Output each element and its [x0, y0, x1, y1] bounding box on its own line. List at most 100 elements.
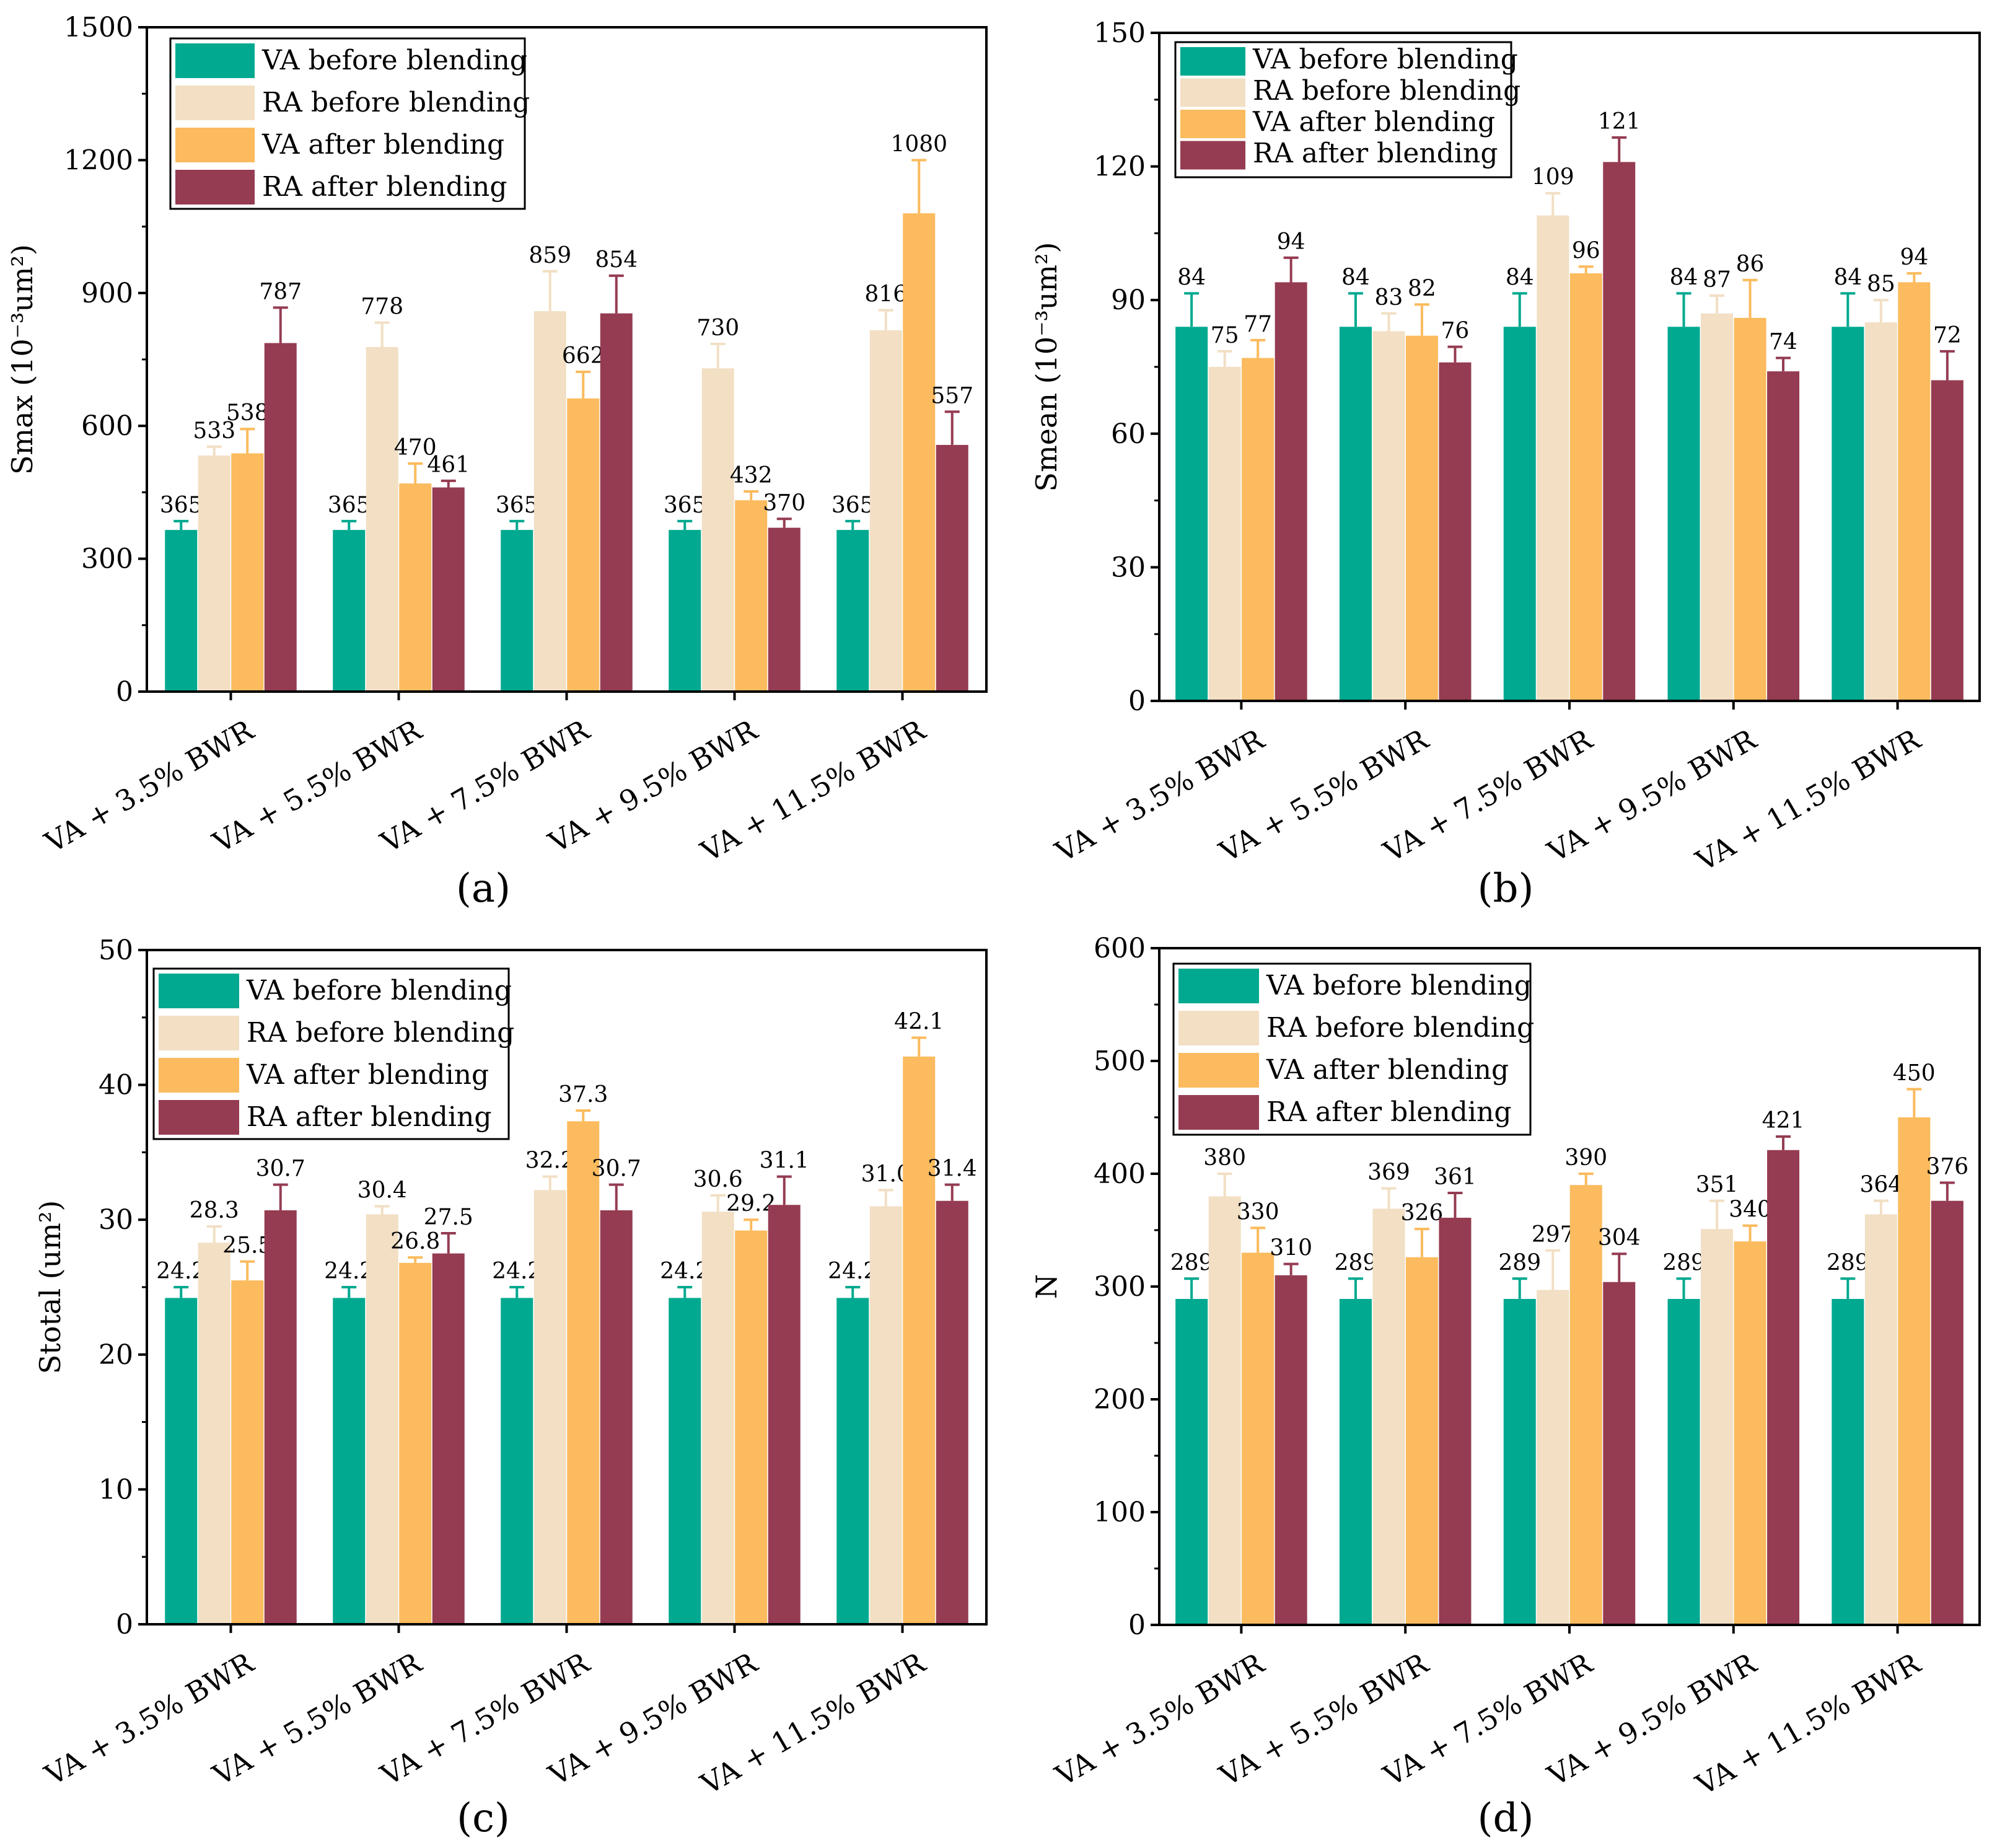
legend-swatch: [175, 128, 255, 162]
bar-ra-after: [1275, 282, 1307, 701]
bar-va-before: [1667, 327, 1700, 701]
data-label: 470: [394, 435, 437, 460]
data-label: 365: [328, 493, 371, 518]
data-label: 24.2: [492, 1259, 542, 1284]
data-label: 364: [1859, 1173, 1902, 1198]
legend-entry: VA before blending: [1252, 44, 1518, 76]
legend-entry: VA after blending: [261, 129, 504, 161]
data-label: 121: [1598, 109, 1641, 134]
y-axis-label: Stotal (um²): [33, 1200, 67, 1375]
data-label: 42.1: [894, 1009, 944, 1034]
y-tick-label: 90: [1111, 284, 1146, 316]
legend-swatch: [1178, 1053, 1259, 1088]
bar-va-before: [1175, 327, 1208, 701]
bar-ra-after: [768, 527, 801, 692]
bar-va-before: [333, 1298, 366, 1624]
legend: VA before blending RA before blending VA a…: [1172, 962, 1534, 1136]
legend-entry: RA after blending: [247, 1101, 492, 1133]
data-label: 82: [1408, 276, 1436, 301]
bar-va-after: [735, 500, 768, 692]
bar-ra-before: [1208, 367, 1241, 701]
data-label: 87: [1703, 267, 1731, 293]
y-tick-label: 600: [1094, 933, 1146, 964]
y-tick-label: 20: [99, 1339, 133, 1371]
y-axis-label: N: [1030, 1274, 1063, 1299]
bar-ra-before: [1372, 1208, 1405, 1625]
data-label: 24.2: [828, 1259, 877, 1284]
data-label: 27.5: [424, 1205, 473, 1230]
bar-ra-after: [1603, 162, 1636, 701]
data-label: 86: [1736, 252, 1765, 277]
y-tick-label: 300: [1094, 1271, 1146, 1303]
data-label: 365: [160, 493, 203, 518]
bar-va-after: [399, 483, 432, 692]
bar-ra-before: [1208, 1196, 1241, 1625]
y-tick-label: 0: [116, 676, 133, 708]
data-label: 96: [1572, 238, 1600, 263]
data-label: 859: [529, 243, 571, 268]
bar-ra-before: [869, 330, 902, 692]
bar-va-before: [1832, 327, 1864, 701]
bar-va-before: [1339, 327, 1372, 701]
legend-swatch: [175, 86, 255, 120]
legend-entry: VA after blending: [246, 1059, 489, 1091]
y-tick-label: 60: [1111, 418, 1146, 450]
panel-label: (c): [457, 1795, 510, 1841]
data-label: 369: [1367, 1160, 1410, 1186]
bar-ra-before: [701, 1212, 734, 1624]
bar-ra-after: [1931, 1200, 1963, 1625]
data-label: 84: [1177, 265, 1206, 290]
legend-swatch: [175, 170, 255, 205]
bar-va-after: [1405, 1257, 1438, 1625]
legend-entry: RA after blending: [1253, 138, 1498, 169]
bar-va-before: [1503, 1299, 1536, 1625]
data-label: 84: [1506, 265, 1534, 290]
data-label: 72: [1933, 323, 1962, 348]
y-tick-label: 0: [1128, 685, 1146, 717]
bar-va-after: [1898, 1117, 1931, 1625]
bar-ra-after: [1931, 380, 1963, 701]
legend-entry: VA before blending: [246, 975, 512, 1006]
legend-entry: VA after blending: [1252, 107, 1495, 138]
data-label: 557: [931, 383, 973, 408]
bar-va-before: [165, 1298, 198, 1624]
data-label: 297: [1532, 1222, 1574, 1247]
data-label: 289: [1662, 1250, 1705, 1275]
data-label: 289: [1170, 1250, 1213, 1275]
bar-ra-after: [768, 1205, 801, 1624]
bar-va-before: [669, 530, 701, 692]
bar-ra-after: [432, 487, 465, 692]
data-label: 85: [1867, 271, 1895, 297]
data-label: 816: [864, 282, 907, 307]
legend-swatch: [1178, 1095, 1259, 1130]
bar-ra-before: [366, 346, 398, 692]
data-label: 24.2: [156, 1259, 206, 1284]
bar-va-after: [1242, 358, 1275, 701]
legend-swatch: [159, 974, 239, 1008]
bar-va-before: [333, 530, 366, 692]
bar-va-after: [1734, 1241, 1766, 1625]
y-tick-label: 150: [1094, 17, 1146, 49]
data-label: 787: [259, 279, 302, 304]
y-tick-label: 600: [81, 410, 133, 442]
bar-va-before: [165, 530, 198, 692]
bar-ra-before: [366, 1214, 398, 1624]
data-label: 30.7: [256, 1156, 305, 1182]
legend-entry: RA before blending: [1253, 75, 1520, 107]
data-label: 25.5: [222, 1233, 272, 1259]
legend-swatch: [1180, 141, 1245, 170]
data-label: 365: [664, 493, 706, 518]
y-tick-label: 1200: [64, 144, 133, 176]
legend-swatch: [175, 43, 255, 78]
data-label: 84: [1833, 265, 1862, 290]
bar-ra-after: [1767, 371, 1800, 701]
legend-swatch: [159, 1016, 239, 1050]
y-tick-label: 10: [99, 1474, 133, 1505]
y-tick-label: 30: [99, 1204, 133, 1236]
data-label: 390: [1564, 1145, 1607, 1171]
data-label: 330: [1237, 1199, 1279, 1225]
data-label: 1080: [890, 131, 947, 157]
y-tick-label: 1500: [64, 12, 133, 43]
y-tick-label: 0: [116, 1609, 133, 1640]
